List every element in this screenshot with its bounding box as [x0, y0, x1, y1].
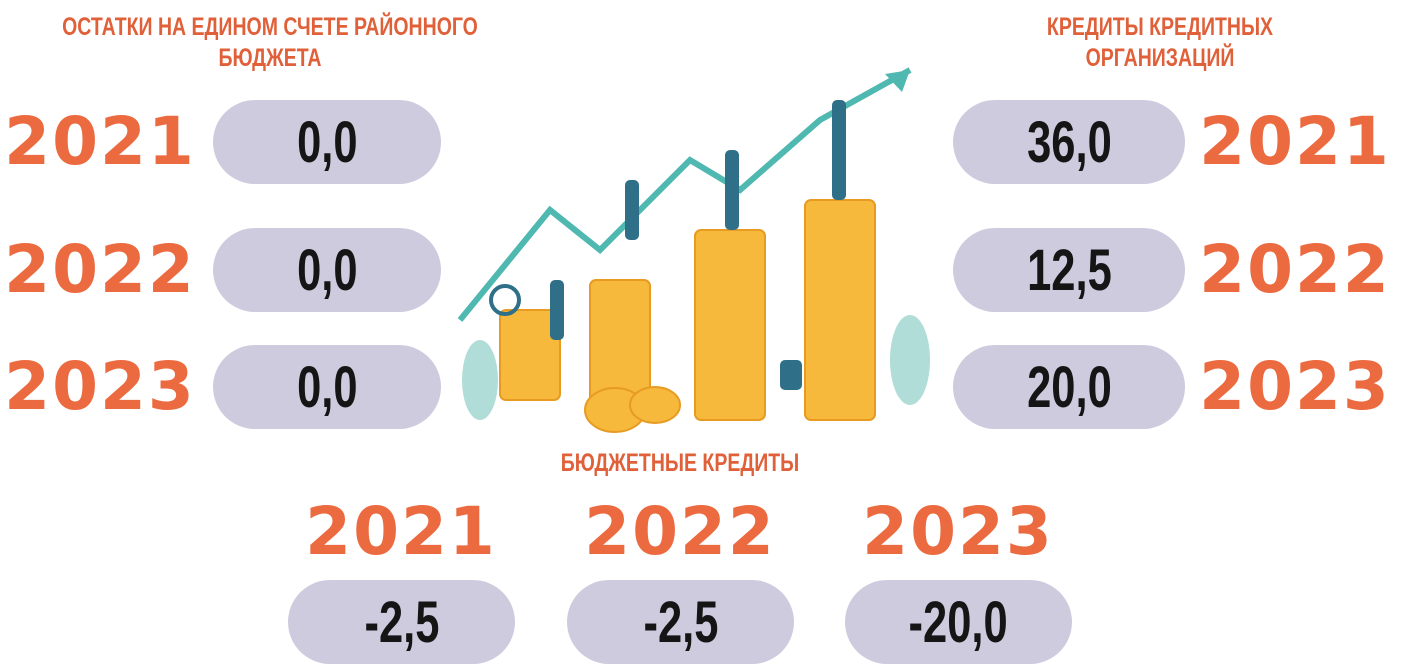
section-title: БЮДЖЕТНЫЕ КРЕДИТЫ	[446, 448, 914, 479]
value-pill: 20,0	[953, 345, 1185, 429]
year: 2022	[1195, 230, 1395, 310]
value: -2,5	[364, 589, 439, 656]
value: 0,0	[297, 109, 357, 176]
value-box: 0,0	[213, 345, 441, 429]
value: 0,0	[297, 354, 357, 421]
value-pill: -2,5	[288, 580, 515, 664]
value-box: -20,0	[845, 580, 1072, 664]
value-box: 20,0	[953, 345, 1185, 429]
value-box: -2,5	[567, 580, 794, 664]
year: 2023	[858, 492, 1058, 572]
title-line: БЮДЖЕТА	[36, 43, 504, 74]
title-line: ОСТАТКИ НА ЕДИНОМ СЧЕТЕ РАЙОННОГО	[36, 12, 504, 43]
year: 2022	[580, 492, 780, 572]
value-box: 36,0	[953, 100, 1185, 184]
year: 2023	[1195, 347, 1395, 427]
value: -20,0	[909, 589, 1008, 656]
infographic: ОСТАТКИ НА ЕДИНОМ СЧЕТЕ РАЙОННОГОБЮДЖЕТА…	[0, 0, 1413, 666]
value: 20,0	[1027, 354, 1112, 421]
value: 36,0	[1027, 109, 1112, 176]
value-pill: -20,0	[845, 580, 1072, 664]
value-pill: 0,0	[213, 345, 441, 429]
value-pill: 0,0	[213, 100, 441, 184]
value-box: 0,0	[213, 228, 441, 312]
title-line: БЮДЖЕТНЫЕ КРЕДИТЫ	[446, 448, 914, 479]
year: 2021	[0, 102, 200, 182]
value: 12,5	[1027, 237, 1112, 304]
year: 2023	[0, 347, 200, 427]
value-pill: 0,0	[213, 228, 441, 312]
year: 2021	[301, 492, 501, 572]
year: 2021	[1195, 102, 1395, 182]
illustration	[440, 60, 960, 450]
value-box: 12,5	[953, 228, 1185, 312]
title-line: ОРГАНИЗАЦИЙ	[926, 43, 1394, 74]
value-box: 0,0	[213, 100, 441, 184]
value-pill: 12,5	[953, 228, 1185, 312]
value: 0,0	[297, 237, 357, 304]
value-box: -2,5	[288, 580, 515, 664]
value-pill: -2,5	[567, 580, 794, 664]
value-pill: 36,0	[953, 100, 1185, 184]
year: 2022	[0, 230, 200, 310]
value: -2,5	[643, 589, 718, 656]
title-line: КРЕДИТЫ КРЕДИТНЫХ	[926, 12, 1394, 43]
